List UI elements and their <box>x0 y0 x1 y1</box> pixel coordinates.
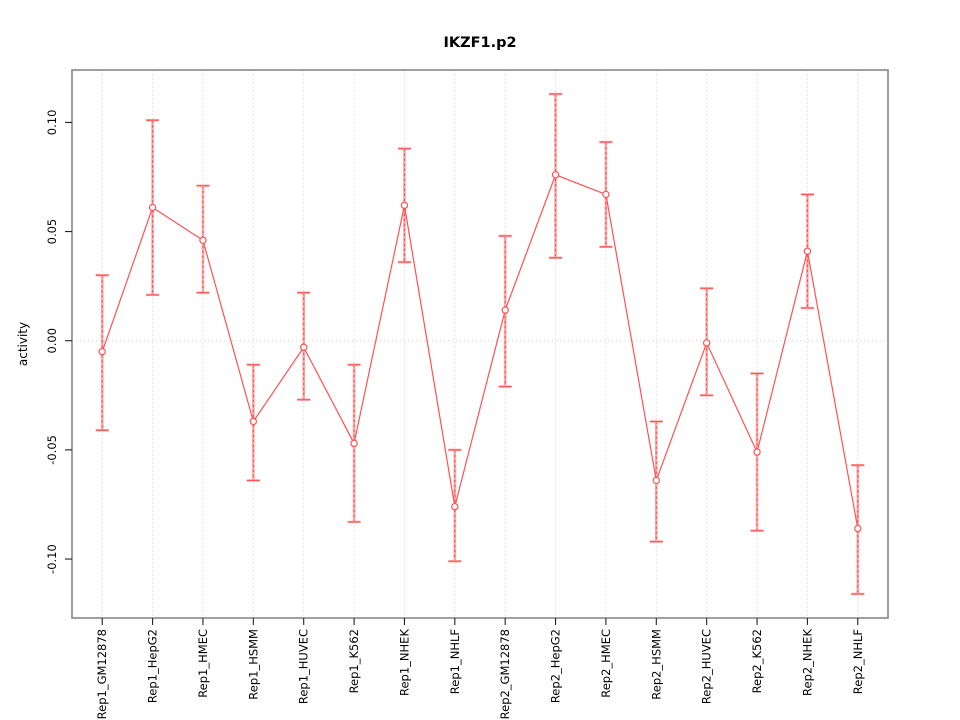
data-point <box>451 502 459 511</box>
y-tick-label: -0.05 <box>45 435 59 465</box>
data-point <box>249 417 258 426</box>
y-tick-label: 0.00 <box>45 328 59 354</box>
data-point <box>551 171 560 179</box>
x-tick-label: Rep2_HUVEC <box>700 629 714 704</box>
data-point <box>803 247 812 255</box>
x-tick-label: Rep1_HSMM <box>246 629 260 700</box>
series-line <box>101 174 859 529</box>
y-tick-label: 0.10 <box>45 110 59 136</box>
x-axis: Rep1_GM12878 Rep1_HepG2 Rep1_HMEC Rep1_HSMM… <box>95 618 865 719</box>
data-point <box>350 439 358 448</box>
x-tick-label: Rep1_GM12878 <box>95 629 109 719</box>
data-point <box>501 306 509 314</box>
x-tick-label: Rep1_K562 <box>347 629 361 693</box>
data-point <box>300 343 308 351</box>
data-points <box>98 171 862 533</box>
data-point <box>702 339 711 347</box>
x-tick-label: Rep1_NHLF <box>448 629 462 694</box>
data-point <box>148 203 157 212</box>
chart-title: IKZF1.p2 <box>443 35 516 51</box>
plot-generated-content: 0.10 0.05 0.00 -0.05 -0.10 Rep1_GM12878 Rep1_H… <box>45 69 889 719</box>
x-tick-label: Rep2_NHLF <box>851 629 865 694</box>
x-tick-label: Rep1_HUVEC <box>297 629 311 704</box>
grid-lines <box>72 70 888 618</box>
x-tick-label: Rep1_NHEK <box>397 629 411 696</box>
y-tick-label: -0.10 <box>45 544 59 574</box>
data-point <box>199 236 207 244</box>
x-tick-label: Rep1_HepG2 <box>146 629 160 703</box>
data-point <box>400 201 409 210</box>
y-tick-label: 0.05 <box>45 219 59 245</box>
data-point <box>854 524 862 533</box>
x-tick-label: Rep2_HepG2 <box>549 629 563 703</box>
x-tick-label: Rep2_K562 <box>750 629 764 693</box>
plot-frame <box>71 69 889 619</box>
x-tick-label: Rep2_GM12878 <box>498 629 512 719</box>
data-point <box>98 347 106 356</box>
y-axis: 0.10 0.05 0.00 -0.05 -0.10 <box>45 110 72 574</box>
x-tick-label: Rep1_HMEC <box>196 629 210 698</box>
data-point <box>753 448 761 456</box>
x-tick-label: Rep2_NHEK <box>800 629 814 696</box>
x-tick-label: Rep2_HMEC <box>599 629 613 698</box>
data-point <box>652 476 660 485</box>
x-tick-label: Rep2_HSMM <box>649 629 663 700</box>
data-point <box>602 190 610 199</box>
y-axis-label: activity <box>16 322 30 366</box>
error-bars <box>95 92 865 596</box>
